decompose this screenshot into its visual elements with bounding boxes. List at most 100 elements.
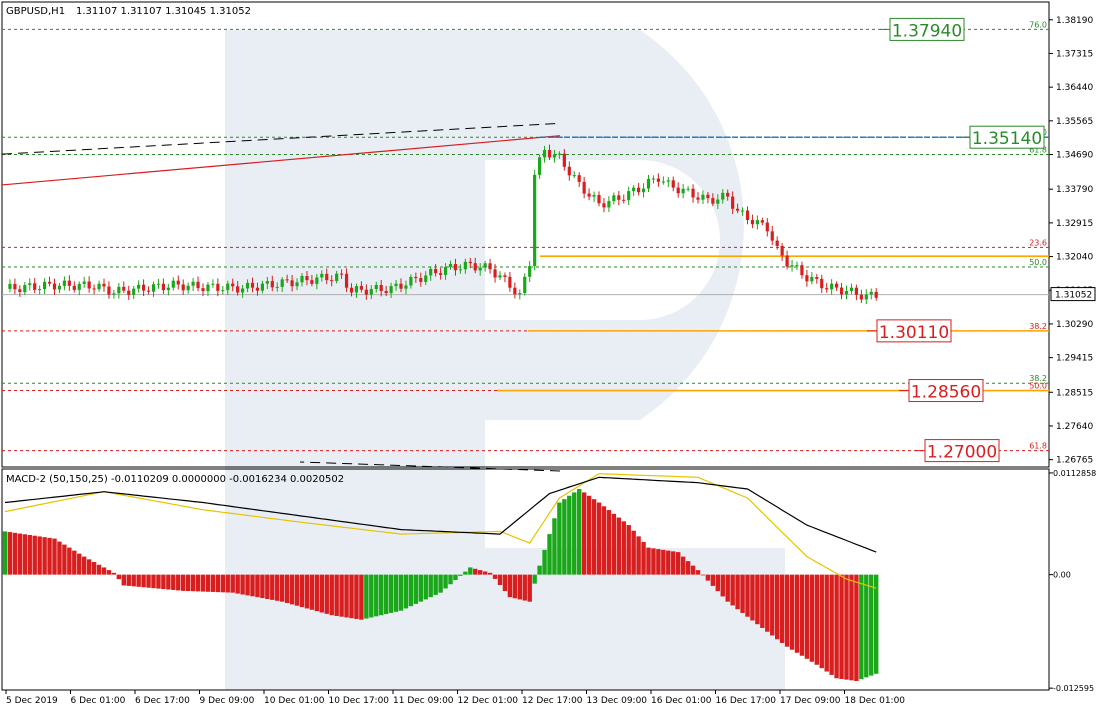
candle-body-108 <box>538 157 542 175</box>
macd-bar-132 <box>656 549 661 575</box>
macd-bar-113 <box>562 499 567 575</box>
candle-body-92 <box>458 269 462 271</box>
macd-bar-31 <box>156 574 161 589</box>
macd-bar-13 <box>67 547 72 575</box>
candle-body-148 <box>736 208 740 211</box>
time-tick-label-10: 16 Dec 01:00 <box>651 696 712 706</box>
macd-bar-38 <box>190 574 196 592</box>
candle-body-8 <box>43 281 47 290</box>
candle-body-120 <box>597 195 601 204</box>
macd-bar-26 <box>131 574 136 587</box>
symbol-label: GBPUSD,H1 <box>6 6 65 17</box>
candle-body-139 <box>691 188 695 198</box>
candle-body-71 <box>354 286 359 293</box>
macd-bar-110 <box>547 534 552 575</box>
macd-bar-39 <box>195 574 201 592</box>
candle-body-19 <box>97 283 101 290</box>
candle-body-86 <box>429 268 433 276</box>
macd-bar-32 <box>161 574 166 590</box>
candle-body-117 <box>582 181 586 194</box>
candle-body-171 <box>849 287 854 291</box>
candle-body-80 <box>399 283 403 289</box>
macd-bar-137 <box>680 556 686 575</box>
candle-body-123 <box>612 195 616 202</box>
candle-body-146 <box>726 192 730 197</box>
candle-body-132 <box>656 178 660 182</box>
candle-body-77 <box>384 291 388 294</box>
macd-bar-23 <box>116 574 122 580</box>
macd-bar-135 <box>671 551 676 575</box>
macd-bar-120 <box>596 502 602 575</box>
macd-bar-175 <box>869 574 874 676</box>
candle-body-118 <box>587 193 591 197</box>
macd-bar-44 <box>220 574 225 593</box>
candle-body-41 <box>206 284 210 292</box>
macd-bar-85 <box>423 574 428 600</box>
candle-body-75 <box>374 285 378 290</box>
macd-bar-2 <box>12 532 18 575</box>
candle-body-62 <box>310 280 314 284</box>
macd-bar-70 <box>349 574 354 619</box>
price-tick-label-11: 1.28515 <box>1056 388 1093 398</box>
candle-body-115 <box>572 175 576 177</box>
candle-body-173 <box>859 294 863 300</box>
candle-body-160 <box>795 265 799 267</box>
candle-body-55 <box>275 286 279 288</box>
macd-bar-152 <box>755 574 760 625</box>
time-tick-label-3: 9 Dec 09:00 <box>200 696 255 706</box>
candle-body-72 <box>359 286 363 290</box>
macd-bar-16 <box>82 556 87 575</box>
candle-body-166 <box>825 288 829 290</box>
target-box-0 <box>889 17 965 41</box>
candle-body-20 <box>102 283 106 287</box>
macd-bar-117 <box>581 492 587 575</box>
candle-body-175 <box>869 291 873 295</box>
macd-bar-53 <box>265 574 270 599</box>
candle-body-157 <box>780 245 784 256</box>
candle-body-44 <box>221 290 225 292</box>
macd-bar-73 <box>364 574 369 619</box>
time-tick-label-6: 11 Dec 09:00 <box>393 696 454 706</box>
time-tick-label-8: 12 Dec 17:00 <box>522 696 583 706</box>
candle-body-49 <box>245 282 250 289</box>
macd-bar-156 <box>775 574 780 640</box>
candle-body-97 <box>483 263 487 268</box>
fib-level-label-0: 76.0 <box>1029 20 1047 29</box>
candle-body-124 <box>617 195 621 200</box>
macd-bar-154 <box>765 574 770 632</box>
macd-bar-115 <box>572 492 577 575</box>
macd-bar-130 <box>646 547 651 575</box>
macd-bar-62 <box>309 574 315 610</box>
target-labels: 1.37940 1.35140 1.30110 1.28560 1.27000 <box>867 17 1045 463</box>
time-tick-label-0: 5 Dec 2019 <box>6 696 58 706</box>
candle-body-53 <box>265 281 269 284</box>
candle-body-172 <box>854 287 858 295</box>
candle-body-90 <box>448 263 453 267</box>
macd-bar-59 <box>294 574 300 606</box>
candle-body-88 <box>439 273 443 275</box>
candle-body-42 <box>211 283 215 285</box>
candle-body-136 <box>676 187 680 194</box>
price-tick-label-0: 1.38190 <box>1056 16 1093 26</box>
candle-body-141 <box>701 194 705 200</box>
macd-bar-68 <box>339 574 344 617</box>
macd-bar-165 <box>819 574 824 669</box>
candle-body-93 <box>463 261 467 270</box>
candle-body-126 <box>627 191 631 201</box>
macd-bar-22 <box>111 572 117 575</box>
candle-body-66 <box>330 280 334 282</box>
macd-bar-123 <box>611 513 617 575</box>
macd-bar-20 <box>101 567 107 575</box>
candle-body-30 <box>151 284 156 292</box>
macd-bar-58 <box>289 574 295 605</box>
target-label-3: 1.28560 <box>911 383 981 403</box>
price-axis: 1.38190 1.37315 1.36440 1.35565 1.34690 1.337… <box>1049 16 1096 693</box>
macd-bar-126 <box>626 525 631 575</box>
macd-bar-84 <box>418 574 423 602</box>
fib-level-label-8: 61.8 <box>1029 442 1047 451</box>
fib-level-label-5: 38.2 <box>1029 322 1047 331</box>
macd-bar-167 <box>829 574 834 675</box>
macd-bar-90 <box>448 574 453 585</box>
macd-bar-162 <box>804 574 810 659</box>
macd-bar-133 <box>661 549 666 575</box>
